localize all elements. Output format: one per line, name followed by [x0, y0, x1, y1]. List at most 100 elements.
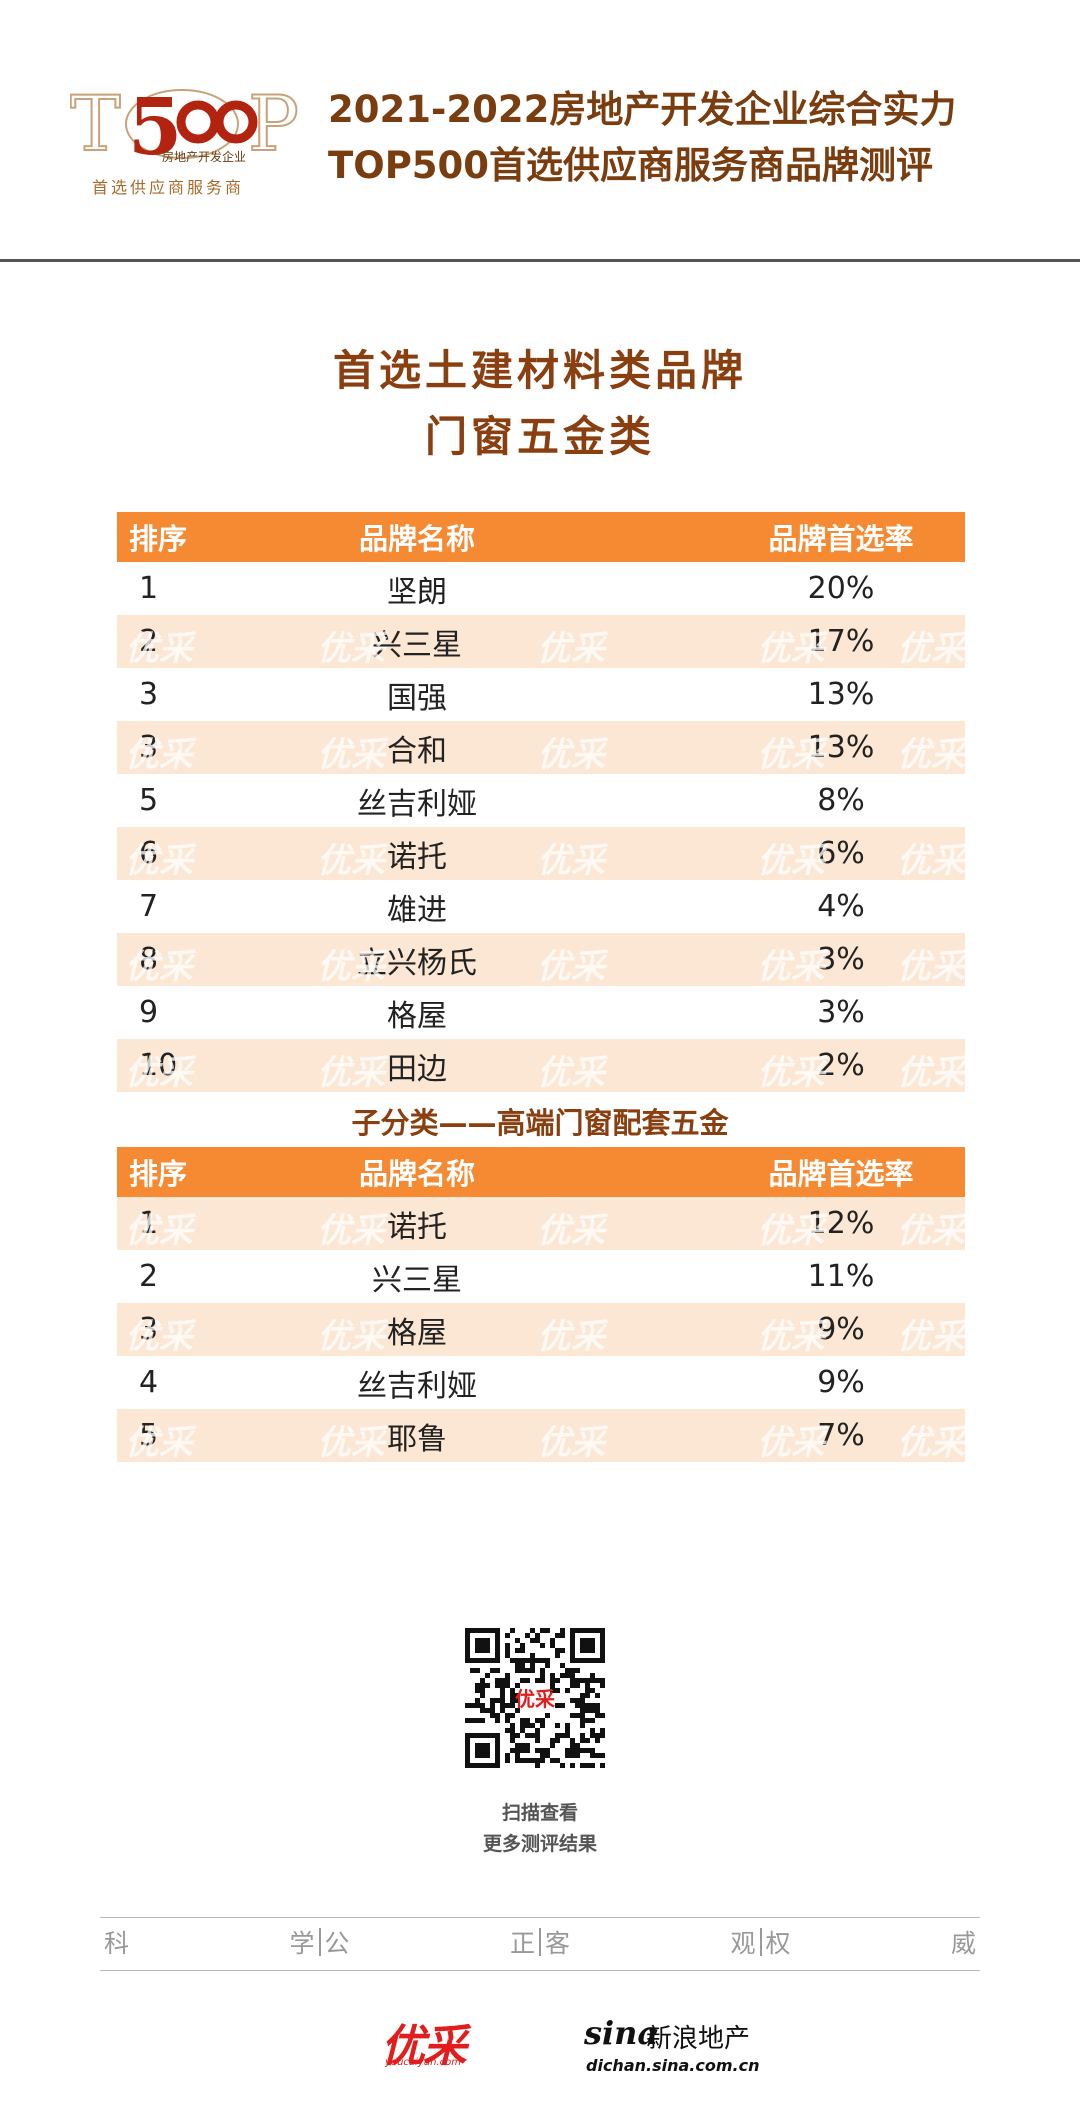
- sina-logo[interactable]: sina 新浪地产 dichan.sina.com.cn: [584, 2014, 764, 2078]
- motto-char: 正: [509, 1929, 535, 1958]
- table-row: 5 丝吉利娅 8%: [117, 774, 965, 827]
- footer-divider-top: [100, 1917, 980, 1918]
- cell-rank: 7: [139, 889, 159, 924]
- table-row: 优采 优采 优采 优采 优采 5 耶鲁 7%: [117, 1409, 965, 1463]
- sina-logo-text: sina: [584, 2014, 659, 2052]
- cell-rank: 5: [139, 783, 159, 818]
- ranking-table-main: 排序 品牌名称 品牌首选率 1 坚朗 20% 优采 优采 优采 优采 优采 2 兴三星 17% 3 国强…: [117, 512, 965, 1093]
- youcai-logo-text: 优采: [381, 2021, 467, 2072]
- youcai-logo[interactable]: 优采 youcaiyun.com: [376, 2010, 470, 2074]
- cell-rank: 1: [139, 1206, 159, 1241]
- table-row: 优采 优采 优采 优采 优采 3 格屋 9%: [117, 1303, 965, 1357]
- cell-brand-name: 诺托: [387, 1209, 447, 1245]
- column-name-header: 品牌名称: [358, 1157, 475, 1191]
- table-row: 9 格屋 3%: [117, 986, 965, 1039]
- cell-brand-name: 坚朗: [387, 574, 447, 610]
- motto-char: 客: [545, 1929, 571, 1958]
- cell-brand-name: 耶鲁: [387, 1421, 447, 1457]
- motto-separator: [539, 1928, 541, 1956]
- cell-brand-name: 国强: [387, 680, 447, 716]
- table-row: 2 兴三星 11%: [117, 1250, 965, 1303]
- motto-char: 公: [324, 1929, 350, 1958]
- column-rank-header: 排序: [129, 1157, 188, 1191]
- header-title-line2: TOP500首选供应商服务商品牌测评: [328, 144, 934, 187]
- cell-rank: 4: [139, 1365, 159, 1400]
- logo-subtitle: 首选供应商服务商: [92, 178, 245, 197]
- table-row: 1 坚朗 20%: [117, 562, 965, 615]
- page-header: T P 5 房地产开发企业 首选供应商服务商 2021-2022房地产开发企业综…: [0, 0, 1080, 262]
- cell-rate: 4%: [817, 889, 865, 924]
- motto-char: 学: [289, 1929, 315, 1958]
- cell-brand-name: 田边: [387, 1051, 447, 1087]
- cell-rank: 1: [139, 571, 159, 606]
- motto-char: 威: [950, 1929, 976, 1958]
- column-rate-header: 品牌首选率: [768, 522, 914, 556]
- svg-text:T: T: [70, 80, 121, 166]
- cell-brand-name: 格屋: [387, 1315, 447, 1351]
- motto-char: 权: [765, 1929, 791, 1958]
- sina-name: 新浪地产: [646, 2024, 751, 2054]
- cell-rate: 2%: [817, 1048, 865, 1083]
- table-body: 1 坚朗 20% 优采 优采 优采 优采 优采 2 兴三星 17% 3 国强 13% 优采 优采 优采 优采 优采 3…: [117, 562, 965, 1093]
- svg-text:5: 5: [128, 82, 182, 166]
- qr-caption-line2: 更多测评结果: [482, 1833, 597, 1855]
- section-title-line2: 门窗五金类: [424, 412, 655, 461]
- header-title-line1: 2021-2022房地产开发企业综合实力: [328, 88, 957, 131]
- motto-word: 公正: [321, 1924, 540, 1960]
- table-row: 优采 优采 优采 优采 优采 8 立兴杨氏 3%: [117, 933, 965, 987]
- cell-rank: 3: [139, 730, 159, 765]
- cell-rate: 6%: [817, 836, 865, 871]
- cell-brand-name: 丝吉利娅: [357, 1368, 477, 1404]
- motto-word: 科学: [100, 1924, 319, 1960]
- qr-code[interactable]: 优采: [465, 1628, 605, 1768]
- table-header: 排序 品牌名称 品牌首选率: [117, 1147, 965, 1197]
- column-rate-header: 品牌首选率: [768, 1157, 914, 1191]
- cell-rank: 2: [139, 1259, 159, 1294]
- cell-rank: 8: [139, 942, 159, 977]
- cell-rank: 9: [139, 995, 159, 1030]
- motto-word: 客观: [541, 1924, 760, 1960]
- subcategory-title: 子分类——高端门窗配套五金: [351, 1106, 729, 1140]
- cell-rate: 12%: [807, 1206, 875, 1241]
- cell-rate: 3%: [817, 942, 865, 977]
- cell-rate: 13%: [807, 677, 875, 712]
- motto-char: 科: [104, 1929, 130, 1958]
- sina-url: dichan.sina.com.cn: [586, 2056, 760, 2075]
- cell-rate: 7%: [817, 1418, 865, 1453]
- table-row: 优采 优采 优采 优采 优采 10 田边 2%: [117, 1039, 965, 1093]
- section-title-line1: 首选土建材料类品牌: [332, 346, 747, 395]
- top500-logo-graphic: T P 5: [70, 80, 300, 166]
- qr-caption: 扫描查看 更多测评结果: [0, 1798, 1080, 1860]
- top500-logo: T P 5 房地产开发企业 首选供应商服务商: [70, 80, 300, 200]
- column-name-header: 品牌名称: [358, 522, 475, 556]
- cell-rank: 5: [139, 1418, 159, 1453]
- youcai-url: youcaiyun.com: [385, 2057, 461, 2068]
- cell-rank: 6: [139, 836, 159, 871]
- column-rank-header: 排序: [129, 522, 188, 556]
- cell-brand-name: 兴三星: [372, 1262, 462, 1298]
- cell-rank: 3: [139, 677, 159, 712]
- table-row: 7 雄进 4%: [117, 880, 965, 933]
- header-title: 2021-2022房地产开发企业综合实力 TOP500首选供应商服务商品牌测评: [328, 82, 1028, 194]
- cell-brand-name: 雄进: [387, 892, 447, 928]
- cell-brand-name: 合和: [387, 733, 447, 769]
- table-row: 优采 优采 优采 优采 优采 3 合和 13%: [117, 721, 965, 775]
- table-row: 优采 优采 优采 优采 优采 1 诺托 12%: [117, 1197, 965, 1251]
- motto-bar: 科学公正客观权威: [100, 1920, 980, 1964]
- ranking-table-subcategory: 排序 品牌名称 品牌首选率 优采 优采 优采 优采 优采 1 诺托 12% 2 兴三星 11% 优采优…: [117, 1147, 965, 1463]
- cell-rank: 2: [139, 624, 159, 659]
- table-row: 4 丝吉利娅 9%: [117, 1356, 965, 1409]
- footer-divider-bottom: [100, 1970, 980, 1971]
- cell-brand-name: 诺托: [387, 839, 447, 875]
- motto-word: 权威: [762, 1924, 981, 1960]
- cell-rate: 8%: [817, 783, 865, 818]
- cell-rank: 3: [139, 1312, 159, 1347]
- cell-rate: 13%: [807, 730, 875, 765]
- logo-inner-text: 房地产开发企业: [162, 150, 247, 164]
- table-row: 3 国强 13%: [117, 668, 965, 721]
- motto-char: 观: [730, 1929, 756, 1958]
- cell-rate: 20%: [807, 571, 875, 606]
- header-divider: [0, 259, 1080, 262]
- qr-caption-line1: 扫描查看: [501, 1802, 578, 1824]
- cell-brand-name: 丝吉利娅: [357, 786, 477, 822]
